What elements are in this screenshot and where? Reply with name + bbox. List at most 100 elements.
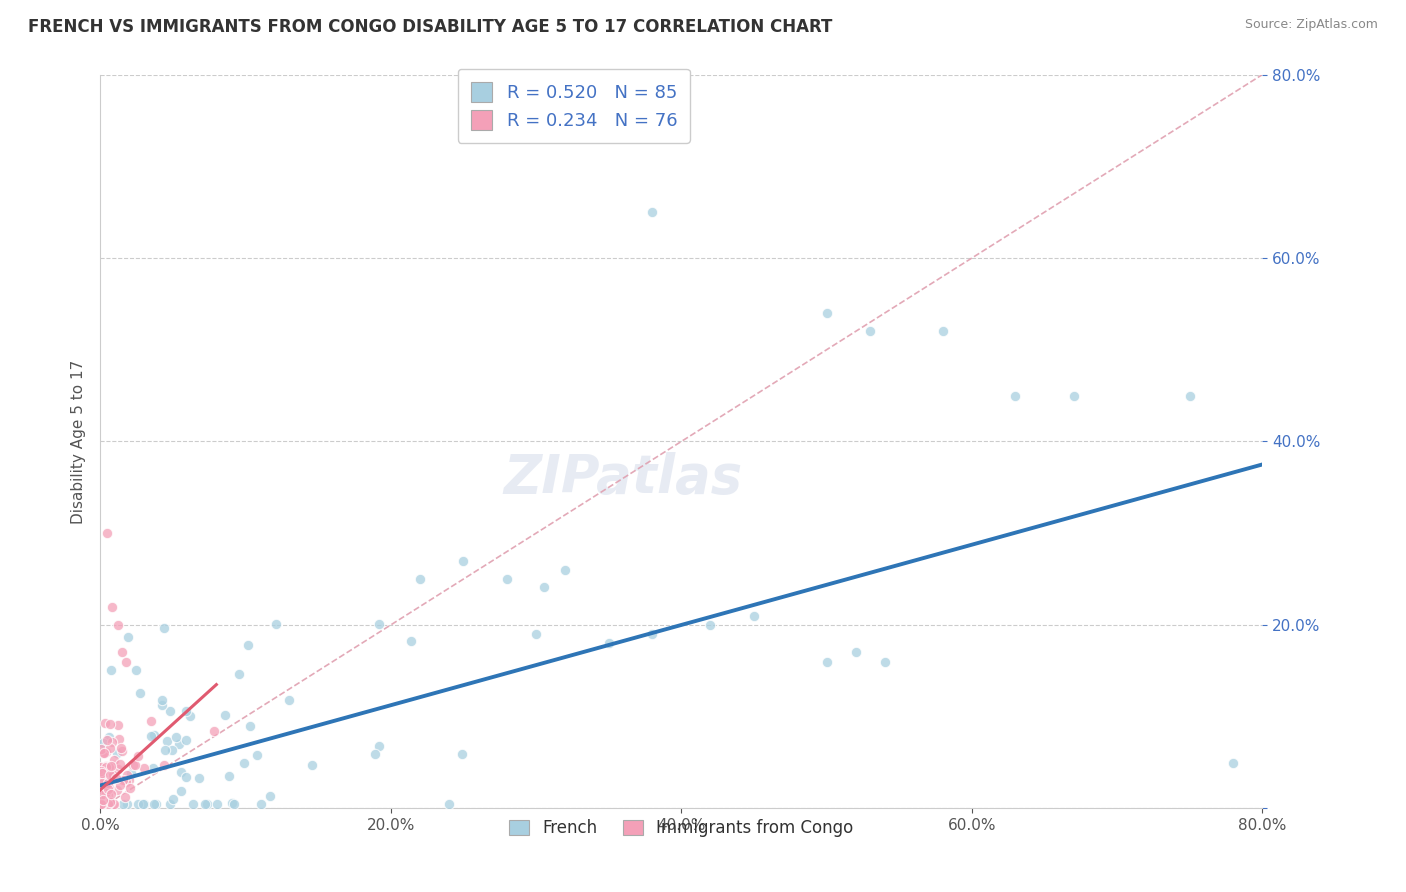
Point xyxy=(97,797,120,811)
Point xyxy=(221,796,243,810)
Point xyxy=(170,783,193,797)
Point xyxy=(110,756,132,771)
Point xyxy=(108,732,131,747)
Point xyxy=(139,714,162,728)
Text: FRENCH VS IMMIGRANTS FROM CONGO DISABILITY AGE 5 TO 17 CORRELATION CHART: FRENCH VS IMMIGRANTS FROM CONGO DISABILI… xyxy=(28,18,832,36)
Point xyxy=(90,797,112,811)
Point xyxy=(228,667,250,681)
Point xyxy=(218,769,240,783)
Point xyxy=(179,709,201,723)
Point xyxy=(91,777,114,791)
Point xyxy=(96,733,118,747)
Point xyxy=(450,747,472,762)
Point xyxy=(97,762,120,776)
Point xyxy=(176,732,198,747)
Point xyxy=(96,791,118,805)
Point xyxy=(202,724,225,739)
Point xyxy=(91,765,114,780)
Point xyxy=(107,762,129,776)
Point xyxy=(153,621,176,635)
Point xyxy=(236,638,259,652)
Point xyxy=(90,765,112,780)
Point xyxy=(100,764,122,778)
Point xyxy=(100,599,122,614)
Point xyxy=(524,627,547,641)
Point xyxy=(93,797,115,811)
Point xyxy=(107,618,129,632)
Point xyxy=(132,797,155,811)
Point xyxy=(142,797,165,811)
Point xyxy=(246,748,269,763)
Point xyxy=(98,775,121,789)
Point xyxy=(232,756,254,770)
Point xyxy=(152,693,174,707)
Point xyxy=(156,734,179,748)
Point xyxy=(250,797,273,811)
Point xyxy=(100,663,122,677)
Y-axis label: Disability Age 5 to 17: Disability Age 5 to 17 xyxy=(72,359,86,524)
Point xyxy=(98,797,121,811)
Point xyxy=(278,693,301,707)
Point xyxy=(97,760,120,774)
Point xyxy=(96,526,118,541)
Point xyxy=(845,645,868,659)
Point xyxy=(127,797,149,811)
Point xyxy=(742,608,765,623)
Point xyxy=(105,772,128,786)
Point xyxy=(193,797,215,811)
Point xyxy=(641,627,664,641)
Point xyxy=(114,789,136,804)
Point xyxy=(174,704,197,718)
Point xyxy=(174,770,197,784)
Point xyxy=(98,780,121,795)
Point xyxy=(132,761,155,775)
Point xyxy=(111,645,134,659)
Text: ZIPatlas: ZIPatlas xyxy=(503,452,742,504)
Point xyxy=(90,797,112,811)
Point xyxy=(143,728,166,742)
Point xyxy=(115,797,138,811)
Point xyxy=(142,761,165,775)
Point xyxy=(100,740,122,755)
Point xyxy=(368,739,391,753)
Point xyxy=(103,797,125,811)
Point xyxy=(815,655,838,669)
Point xyxy=(96,790,118,805)
Point xyxy=(98,795,121,809)
Point xyxy=(1063,389,1085,403)
Point xyxy=(205,797,228,811)
Point xyxy=(91,736,114,750)
Point xyxy=(187,771,209,785)
Point xyxy=(117,630,139,644)
Point xyxy=(97,789,120,803)
Point xyxy=(195,797,218,811)
Point xyxy=(1222,756,1244,770)
Point xyxy=(364,747,387,762)
Point xyxy=(699,618,721,632)
Point xyxy=(93,771,115,785)
Point xyxy=(98,716,121,731)
Point xyxy=(301,758,323,772)
Point xyxy=(222,797,245,811)
Point xyxy=(96,785,118,799)
Point xyxy=(94,760,117,774)
Point xyxy=(122,757,145,772)
Point xyxy=(107,718,129,732)
Point xyxy=(94,797,117,811)
Point xyxy=(90,776,112,790)
Point xyxy=(165,730,187,744)
Point xyxy=(117,768,139,782)
Point xyxy=(264,617,287,632)
Point xyxy=(873,655,896,669)
Point xyxy=(114,774,136,789)
Point xyxy=(1178,389,1201,403)
Point xyxy=(815,306,838,320)
Point xyxy=(93,746,115,760)
Point xyxy=(118,772,141,787)
Point xyxy=(641,205,664,219)
Point xyxy=(125,663,148,677)
Point xyxy=(94,716,117,731)
Point xyxy=(105,746,128,760)
Point xyxy=(100,795,122,809)
Point xyxy=(96,745,118,759)
